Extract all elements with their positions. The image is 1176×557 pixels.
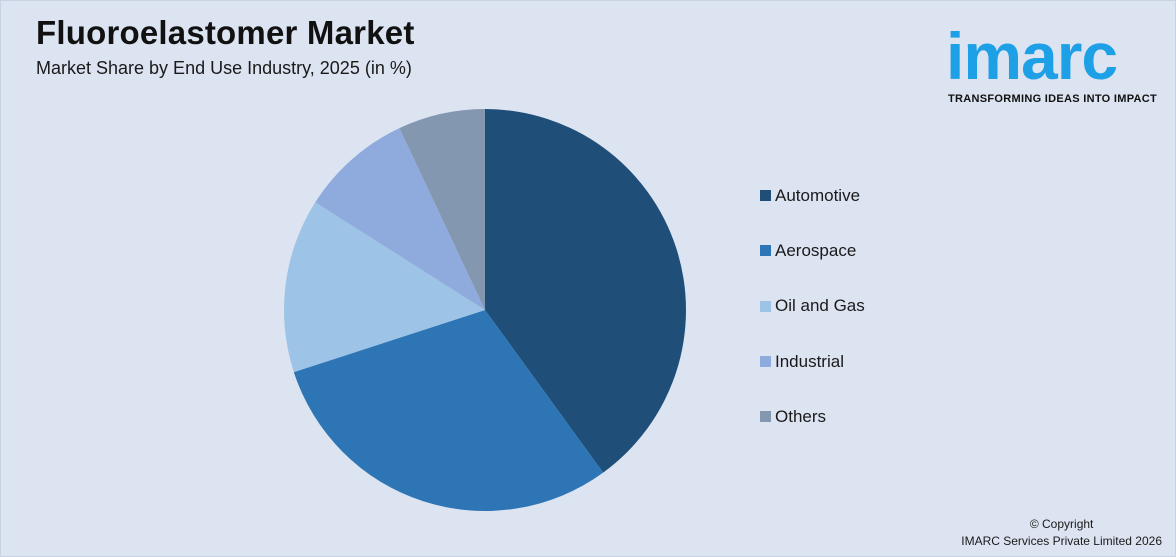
legend-label: Automotive [775, 185, 861, 205]
copyright-line-1: © Copyright [1029, 517, 1094, 531]
legend-item-automotive: Automotive [760, 168, 865, 223]
legend-label: Others [775, 406, 827, 426]
pie-slice-oil-and-gas [284, 202, 485, 373]
legend-label: Industrial [775, 351, 844, 371]
pie-slice-industrial [315, 128, 485, 310]
logo-wordmark: imarc [946, 16, 1118, 96]
copyright-notice: © Copyright IMARC Services Private Limit… [961, 516, 1162, 550]
pie-slice-others [399, 109, 485, 310]
legend-label: Oil and Gas [775, 296, 865, 316]
legend-swatch [760, 190, 771, 202]
logo-text: imarc [946, 19, 1118, 93]
pie-slice-automotive [485, 109, 686, 473]
legend-swatch [760, 245, 771, 257]
legend-label: Aerospace [775, 240, 857, 260]
legend-swatch [760, 356, 771, 368]
legend-item-oil-and-gas: Oil and Gas [760, 279, 865, 334]
legend-item-industrial: Industrial [760, 334, 865, 389]
pie-chart [284, 109, 686, 511]
pie-slice-aerospace [293, 310, 604, 511]
legend-item-aerospace: Aerospace [760, 223, 865, 278]
copyright-line-2: IMARC Services Private Limited 2026 [961, 534, 1162, 548]
imarc-logo: imarc TRANSFORMING IDEAS INTO IMPACT [946, 10, 1170, 110]
legend-swatch [760, 300, 771, 312]
chart-subtitle: Market Share by End Use Industry, 2025 (… [36, 58, 412, 78]
chart-title: Fluoroelastomer Market [36, 14, 415, 51]
legend-item-others: Others [760, 389, 865, 444]
legend-swatch [760, 411, 771, 423]
chart-legend: Automotive Aerospace Oil and Gas Industrial… [760, 168, 865, 444]
logo-tagline: TRANSFORMING IDEAS INTO IMPACT [948, 93, 1158, 105]
